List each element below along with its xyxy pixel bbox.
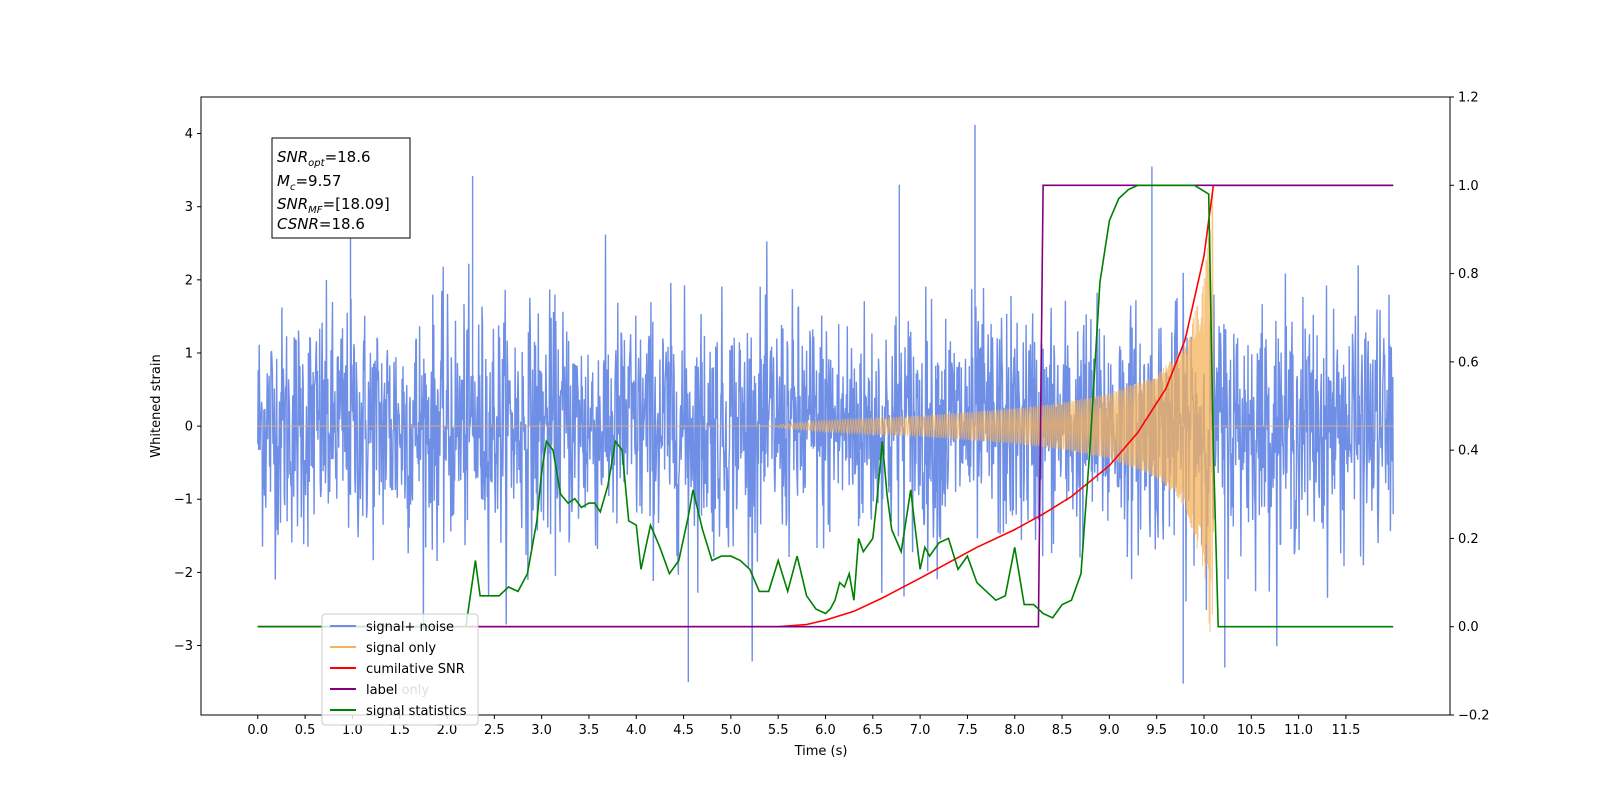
x-axis-label: Time (s) — [794, 744, 848, 759]
y-tick-label: 0 — [185, 420, 193, 435]
info-snr-mf: SNRMF=[18.09] — [277, 195, 390, 216]
y-tick-label: 3 — [185, 200, 193, 215]
info-chirp-mass: Mc=9.57 — [277, 172, 341, 193]
series-cumilative-snr — [257, 184, 1394, 628]
x-tick-label: 10.5 — [1237, 723, 1266, 738]
x-tick-label: 6.5 — [862, 723, 883, 738]
x-tick-label: 8.0 — [1004, 723, 1025, 738]
y-tick-label: 2 — [185, 273, 193, 288]
y-tick-label: −2 — [174, 566, 193, 581]
x-tick-label: 2.5 — [484, 723, 505, 738]
x-tick-label: 9.0 — [1099, 723, 1120, 738]
y-tick-label: 4 — [185, 127, 193, 142]
legend: signal+ noise signal only cumilative SNR… — [321, 613, 479, 726]
legend-label-label: label — [366, 683, 397, 698]
x-tick-label: 4.5 — [673, 723, 694, 738]
x-tick-label: 4.0 — [626, 723, 647, 738]
y-tick-label: −1 — [174, 493, 193, 508]
legend-label-cumulative-snr: cumilative SNR — [366, 662, 465, 677]
y2-tick-label: 0.8 — [1458, 267, 1479, 282]
x-tick-label: 6.0 — [815, 723, 836, 738]
y2-tick-label: −0.2 — [1458, 709, 1490, 724]
y2-tick-label: 0.6 — [1458, 355, 1479, 370]
y-axis-label: Whitened strain — [149, 354, 164, 457]
plot-series-layer — [257, 124, 1394, 684]
x-tick-label: 1.5 — [389, 723, 410, 738]
x-tick-label: 11.5 — [1331, 723, 1360, 738]
y2-tick-label: 0.2 — [1458, 532, 1479, 547]
x-tick-label: 8.5 — [1052, 723, 1073, 738]
x-tick-label: 0.5 — [295, 723, 316, 738]
series-signal-noise — [257, 124, 1394, 684]
y2-tick-label: 0.4 — [1458, 444, 1479, 459]
legend-label-label-only: label only — [366, 683, 429, 698]
x-tick-label: 5.0 — [721, 723, 742, 738]
series-signal-only — [257, 192, 1394, 633]
y2-tick-label: 0.0 — [1458, 620, 1479, 635]
y-tick-label: −3 — [174, 639, 193, 654]
y2-tick-label: 1.2 — [1458, 91, 1479, 106]
x-tick-label: 7.5 — [957, 723, 978, 738]
info-box: SNRopt=18.6 Mc=9.57 SNRMF=[18.09] CSNR=1… — [271, 137, 411, 239]
legend-label-signal-noise: signal+ noise — [366, 620, 454, 635]
x-tick-label: 9.5 — [1146, 723, 1167, 738]
legend-label-signal-only: signal only — [366, 641, 436, 656]
info-snr-opt: SNRopt=18.6 — [277, 148, 371, 169]
legend-label-signal-statistics: signal statistics — [366, 704, 467, 719]
y-tick-label: 1 — [185, 346, 193, 361]
x-tick-label: 5.5 — [768, 723, 789, 738]
x-tick-label: 0.0 — [247, 723, 268, 738]
info-csnr: CSNR=18.6 — [277, 215, 365, 233]
y2-tick-label: 1.0 — [1458, 179, 1479, 194]
x-tick-label: 3.0 — [531, 723, 552, 738]
x-tick-label: 10.0 — [1190, 723, 1219, 738]
x-tick-label: 7.0 — [910, 723, 931, 738]
series-label — [257, 184, 1394, 628]
series-signal-statistics — [257, 184, 1394, 628]
x-tick-label: 2.0 — [437, 723, 458, 738]
x-tick-label: 11.0 — [1284, 723, 1313, 738]
x-tick-label: 3.5 — [579, 723, 600, 738]
axes-layer: 0.0 0.5 1.0 1.5 2.0 2.5 3.0 3.5 4.0 4.5 5.0 5.5 6.0 6… — [174, 91, 1490, 739]
x-tick-label: 1.0 — [342, 723, 363, 738]
